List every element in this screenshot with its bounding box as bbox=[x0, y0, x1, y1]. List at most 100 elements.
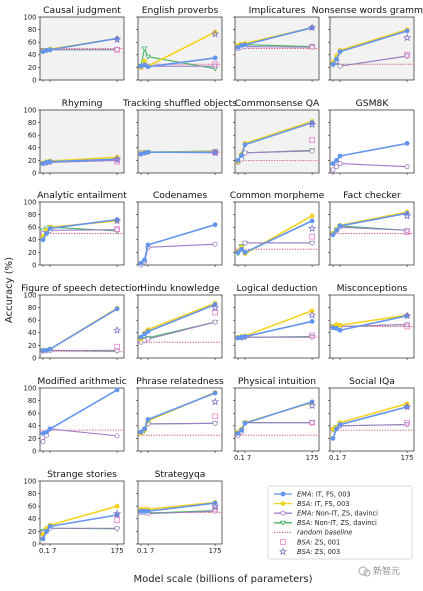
legend-entry-bsa-zs003: BSA: ZS, 003 bbox=[278, 547, 340, 556]
data-point-ema bbox=[337, 327, 343, 333]
data-point-bsa-zs-001 bbox=[309, 43, 315, 50]
data-point-ema bbox=[337, 223, 343, 229]
data-point-bsa-zs-001 bbox=[212, 413, 218, 420]
panel-physical-intuition: Physical intuition 0.1 7 175 bbox=[233, 376, 320, 462]
y-tick-label: 60 bbox=[28, 503, 37, 511]
data-point-ema bbox=[235, 430, 241, 436]
data-point-ema bbox=[138, 260, 144, 266]
data-point-bsa-nonit bbox=[141, 46, 148, 52]
data-point-bsa-zs-003 bbox=[211, 29, 220, 38]
data-point-bsa-zs-003 bbox=[308, 310, 317, 319]
panel-plot-area bbox=[137, 16, 223, 81]
data-point-ema bbox=[212, 55, 218, 61]
panel-title: Figure of speech detection bbox=[21, 283, 143, 294]
legend-label: BSA: IT, FS, 003 bbox=[297, 500, 349, 508]
data-point-ema-nonit bbox=[242, 240, 248, 246]
data-point-ema bbox=[142, 426, 147, 432]
y-tick-label: 20 bbox=[28, 249, 37, 257]
data-point-ema bbox=[145, 242, 151, 248]
y-tick-label: 20 bbox=[28, 157, 37, 165]
data-point-ema bbox=[47, 47, 53, 53]
legend-label: random baseline bbox=[297, 529, 352, 537]
data-point-bsa-zs-001 bbox=[404, 419, 410, 426]
data-point-ema-nonit bbox=[309, 420, 315, 426]
y-tick-label: 40 bbox=[28, 236, 37, 244]
data-point-ema bbox=[114, 387, 120, 393]
panel-title: Strategyqa bbox=[155, 469, 206, 480]
y-tick-label: 80 bbox=[28, 397, 37, 405]
panel-causal-judgment: Causal judgment 0 20 40 60 80 100 bbox=[24, 5, 125, 84]
data-point-ema-nonit bbox=[212, 420, 218, 426]
data-point-bsa-zs-003 bbox=[403, 33, 412, 42]
y-tick-label: 80 bbox=[28, 490, 37, 498]
y-tick-label: 40 bbox=[28, 329, 37, 337]
y-tick-label: 100 bbox=[24, 384, 37, 392]
data-point-ema bbox=[212, 222, 218, 228]
panel-title: Codenames bbox=[153, 190, 208, 201]
panel-analytic-entailment: Analytic entailment 0 20 40 60 80 100 bbox=[24, 190, 128, 269]
data-point-ema bbox=[44, 231, 49, 236]
legend-label: BSA: ZS, 001 bbox=[297, 538, 340, 546]
panel-plot-area bbox=[329, 16, 415, 81]
data-point-ema bbox=[145, 417, 151, 422]
data-point-bsa-zs-003 bbox=[211, 501, 220, 510]
panel-nonsense-words-grammar: Nonsense words grammar bbox=[312, 5, 423, 82]
panel-plot-area bbox=[39, 480, 125, 545]
panel-title: Physical intuition bbox=[238, 376, 316, 387]
legend-label: BSA: Non-IT, ZS, davinci bbox=[297, 519, 377, 527]
y-tick-label: 20 bbox=[28, 435, 37, 443]
data-point-bsa-zs-003 bbox=[403, 311, 412, 320]
data-point-ema bbox=[242, 142, 248, 148]
data-point-ema-nonit bbox=[404, 227, 410, 233]
panel-plot-area bbox=[234, 387, 320, 452]
data-point-ema bbox=[138, 429, 144, 435]
panel-plot-area bbox=[329, 109, 415, 174]
panel-strange-stories: Strange stories 0 20 40 60 80 100 0.1 7 175 bbox=[24, 469, 125, 555]
data-point-ema bbox=[114, 306, 120, 312]
data-point-bsa-zs-001 bbox=[404, 52, 410, 58]
y-tick-label: 40 bbox=[28, 422, 37, 430]
panel-social-iqa: Social IQa 0.1 7 175 bbox=[328, 376, 415, 462]
data-point-bsa-zs-003 bbox=[113, 216, 122, 225]
panel-common-morpheme: Common morpheme bbox=[230, 190, 325, 267]
legend-label: EMA: Non-IT, ZS, davinci bbox=[297, 510, 378, 518]
wechat-icon-inner bbox=[363, 569, 371, 577]
panel-codenames: Codenames bbox=[136, 190, 223, 268]
series-line-ema bbox=[42, 218, 118, 241]
data-point-ema bbox=[334, 426, 339, 432]
y-tick-label: 40 bbox=[28, 51, 37, 59]
y-tick-label: 60 bbox=[28, 224, 37, 232]
data-point-ema bbox=[330, 61, 336, 67]
y-tick-label: 60 bbox=[28, 39, 37, 47]
data-point-ema bbox=[337, 422, 343, 427]
panel-phrase-relatedness: Phrase relatedness bbox=[136, 376, 224, 453]
legend-entry-bsa-nonit: BSA: Non-IT, ZS, davinci bbox=[274, 519, 377, 527]
x-tick-label: 175 bbox=[111, 547, 124, 555]
panel-tracking-shuffled-objects: Tracking shuffled objects bbox=[122, 98, 237, 175]
data-point-bsa-zs-003 bbox=[113, 325, 122, 334]
data-point-ema bbox=[138, 334, 144, 340]
data-point-ema-nonit bbox=[114, 47, 120, 53]
panel-title: Fact checker bbox=[343, 190, 401, 201]
x-tick-label: 0.1 7 bbox=[137, 547, 154, 555]
y-tick-label: 60 bbox=[28, 410, 37, 418]
panel-strategyqa: Strategyqa 0.1 7 175 bbox=[136, 469, 223, 555]
data-point-bsa-zs-001 bbox=[309, 332, 315, 339]
wechat-icon bbox=[358, 566, 368, 576]
x-tick-label: 175 bbox=[209, 547, 222, 555]
panel-english-proverbs: English proverbs bbox=[136, 5, 223, 82]
data-point-ema bbox=[44, 429, 49, 435]
data-point-ema-nonit bbox=[212, 508, 218, 514]
legend-entry-ema: EMA: IT, FS, 003 bbox=[274, 490, 351, 498]
data-point-ema-nonit bbox=[212, 63, 218, 69]
legend-marker-swatch bbox=[280, 501, 286, 506]
data-point-ema-nonit bbox=[334, 164, 340, 170]
data-point-ema-nonit bbox=[309, 148, 315, 154]
x-tick-label: 0.1 7 bbox=[39, 547, 56, 555]
y-tick-label: 100 bbox=[24, 291, 37, 299]
y-tick-label: 20 bbox=[28, 64, 37, 72]
data-point-bsa-zs-003 bbox=[403, 402, 412, 411]
data-point-ema bbox=[44, 529, 49, 534]
panel-title: Analytic entailment bbox=[37, 190, 127, 201]
data-point-ema bbox=[309, 218, 315, 224]
